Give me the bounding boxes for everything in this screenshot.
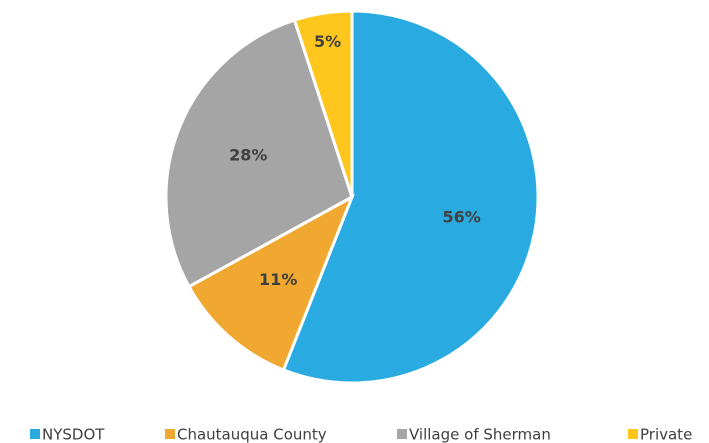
value-label: 28% — [229, 145, 267, 164]
pie-slice — [292, 9, 354, 198]
legend-label: Village of Sherman — [409, 426, 551, 443]
legend-label: Private — [640, 426, 692, 443]
legend-label: NYSDOT — [42, 426, 105, 443]
legend-swatch — [628, 429, 638, 439]
pie-slice — [281, 9, 540, 385]
legend-swatch — [165, 429, 175, 439]
value-label: 5% — [314, 32, 341, 51]
value-label: 56% — [442, 207, 480, 226]
value-label: 11% — [259, 270, 297, 289]
legend-label: Chautauqua County — [177, 426, 327, 443]
legend-swatch — [397, 429, 407, 439]
pie-slice — [186, 193, 355, 372]
pie-slice — [164, 18, 354, 289]
legend-swatch — [30, 429, 40, 439]
